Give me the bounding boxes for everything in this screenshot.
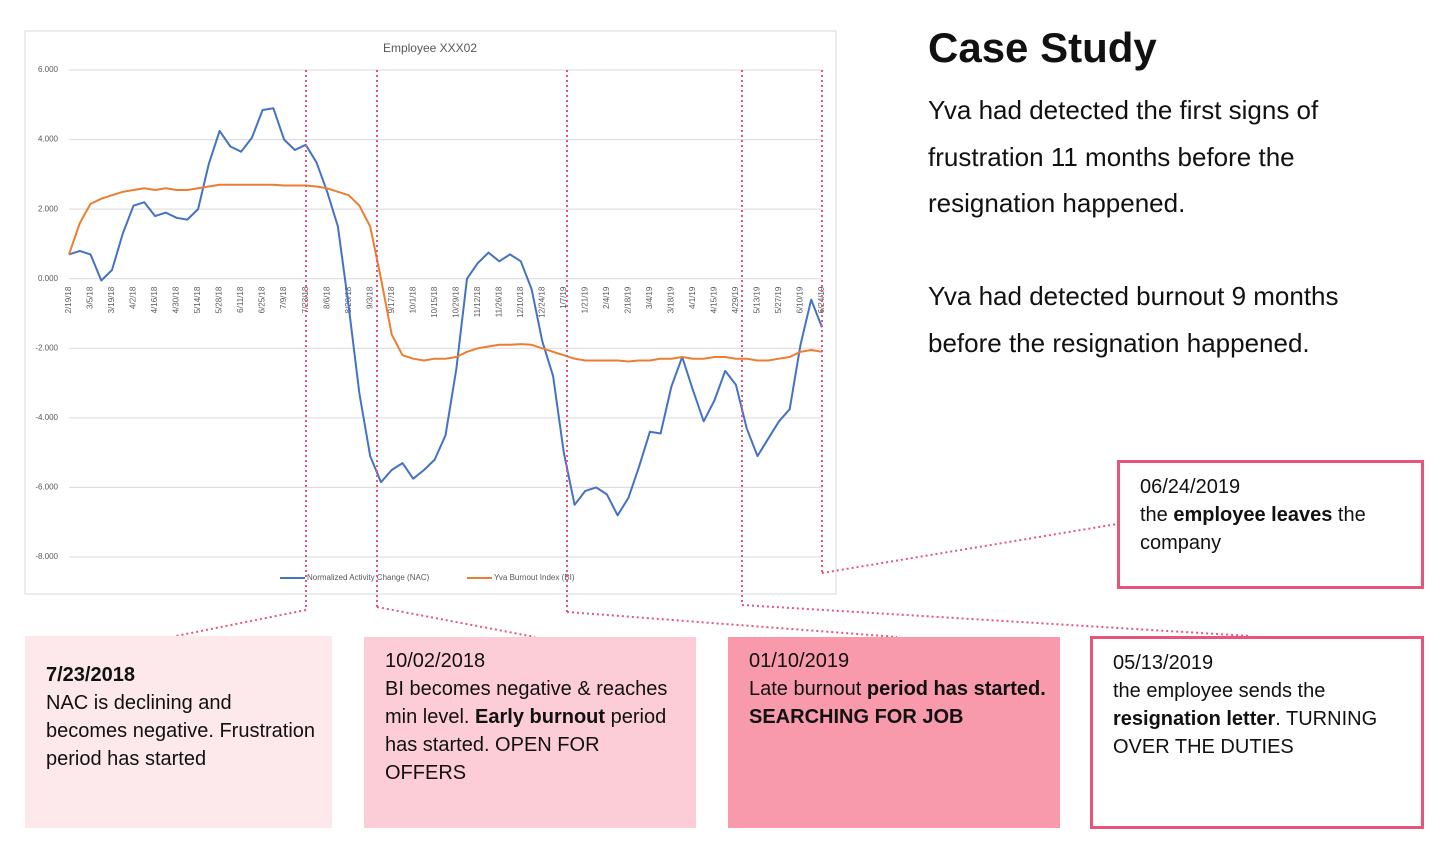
x-tick-label: 3/5/18 [86,286,95,309]
callout-text-part: the employee sends the [1113,680,1326,702]
x-tick-label: 7/23/18 [301,286,310,313]
y-tick-label: 2.000 [38,204,59,213]
x-tick-label: 5/27/19 [774,286,783,313]
x-tick-label: 2/18/19 [623,286,632,313]
callout-text-part: period has started. OPEN FOR OFFERS [385,706,667,784]
chart-title: Employee XXX02 [383,41,477,55]
x-tick-label: 10/1/18 [408,286,417,313]
series-line [68,183,823,363]
x-tick-label: 4/29/19 [731,286,740,313]
callout-text-part: . TURNING OVER THE DUTIES [1113,708,1378,758]
series-line [68,107,823,517]
callout-date: 01/10/2019 [749,650,850,672]
y-tick-label: 6.000 [38,65,59,74]
x-tick-label: 6/25/18 [258,286,267,313]
y-tick-label: -4.000 [35,413,58,422]
chart-frame [24,30,837,595]
callout-emphasis: employee leaves [1173,504,1333,526]
callout-emphasis: Early burnout [475,706,606,728]
x-tick-label: 4/2/18 [129,286,138,309]
case-study-paragraph: Yva had detected the first signs of frus… [928,95,1319,218]
callout-text: Late burnout period has started. SEARCHI… [749,675,1046,731]
case-study-paragraph: Yva had detected burnout 9 months before… [928,281,1339,358]
x-tick-label: 9/3/18 [365,286,374,309]
x-tick-label: 6/24/19 [817,286,826,313]
x-tick-label: 5/28/18 [215,286,224,313]
callout-text: BI becomes negative & reaches min level.… [385,675,682,787]
callout-text-part: BI becomes negative & reaches min level. [385,678,668,728]
callout-text: NAC is declining and becomes negative. F… [46,689,318,773]
y-tick-label: 4.000 [38,135,59,144]
y-tick-label: -8.000 [35,552,58,561]
x-tick-label: 1/7/19 [559,286,568,309]
x-tick-label: 2/4/19 [602,286,611,309]
x-tick-label: 11/12/18 [473,286,482,317]
x-tick-label: 11/26/18 [494,286,503,317]
callout-text: the employee sends the resignation lette… [1113,677,1407,761]
x-tick-label: 12/24/18 [537,286,546,318]
callout-text-part: the company [1140,504,1366,554]
callout-box: 05/13/2019 the employee sends the resigna… [1090,636,1424,829]
callout-date: 06/24/2019 [1140,476,1241,498]
x-tick-label: 10/15/18 [430,286,439,318]
case-study-title: Case Study [928,24,1157,71]
x-tick-label: 6/10/19 [796,286,805,313]
x-tick-label: 3/18/19 [667,286,676,313]
legend-label: Normalized Activity Change (NAC) [307,573,430,582]
x-tick-label: 9/17/18 [387,286,396,313]
x-tick-label: 10/29/18 [451,286,460,318]
callout-box: 10/02/2018 BI becomes negative & reaches … [364,637,696,828]
x-tick-label: 8/6/18 [322,286,331,309]
callout-text-part: the [1140,504,1174,526]
callout-emphasis: period has started. SEARCHING FOR JOB [749,678,1046,728]
x-tick-label: 4/1/19 [688,286,697,309]
callout-text: the employee leaves the company [1140,501,1407,557]
connector [175,609,307,637]
x-tick-label: 2/19/18 [64,286,73,313]
callout-box: 7/23/2018 NAC is declining and becomes ne… [25,636,332,828]
x-tick-label: 4/16/18 [150,286,159,313]
connector [566,611,898,638]
callout-text-part: Late burnout [749,678,862,700]
legend-label: Yva Burnout Index (BI) [494,573,575,582]
x-tick-label: 5/14/18 [193,286,202,313]
x-tick-label: 3/19/18 [107,286,116,313]
callout-date: 10/02/2018 [385,650,486,672]
callout-date: 7/23/2018 [46,664,135,686]
x-tick-label: 3/4/19 [645,286,654,309]
x-tick-label: 4/30/18 [172,286,181,313]
callout-date: 05/13/2019 [1113,652,1214,674]
connector [376,606,536,638]
x-tick-label: 7/9/18 [279,286,288,309]
callout-box: 01/10/2019 Late burnout period has starte… [728,637,1060,828]
x-tick-label: 6/11/18 [236,286,245,313]
x-tick-label: 1/21/19 [580,286,589,313]
y-tick-label: 0.000 [38,274,59,283]
x-tick-label: 12/10/18 [516,286,525,318]
y-tick-label: -2.000 [35,343,58,352]
x-tick-label: 4/15/19 [710,286,719,313]
callout-box: 06/24/2019 the employee leaves the compan… [1117,460,1424,589]
x-tick-label: 5/13/19 [753,286,762,313]
callout-emphasis: resignation letter [1113,708,1276,730]
connector [821,523,1118,574]
y-tick-label: -6.000 [35,483,58,492]
callout-text-part: NAC is declining and becomes negative. F… [46,692,316,770]
